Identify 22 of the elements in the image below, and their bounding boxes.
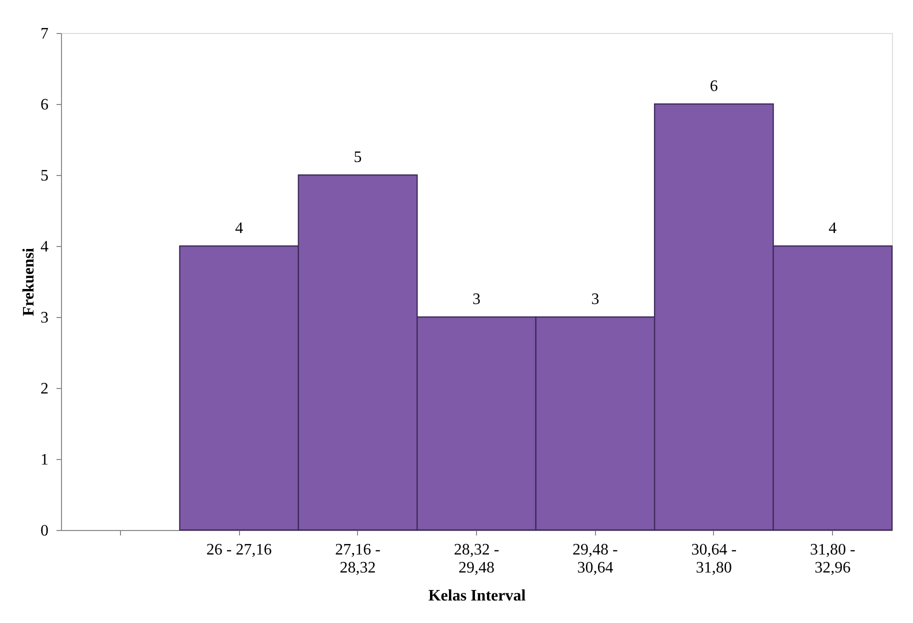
y-tick-label: 0: [40, 522, 48, 540]
x-tick-label: 30,64 - 31,80: [691, 542, 737, 576]
y-axis-title: Frekuensi: [20, 247, 38, 316]
data-label: 3: [591, 291, 600, 308]
y-tick-label: 2: [40, 380, 48, 398]
x-tick-label: 27,16 - 28,32: [335, 542, 380, 576]
data-label: 3: [472, 291, 480, 308]
data-label: 4: [828, 220, 837, 237]
y-tick-label: 4: [40, 238, 48, 256]
y-tick-label: 1: [40, 452, 48, 468]
data-label: 5: [354, 149, 362, 166]
y-tick-label: 5: [40, 168, 48, 184]
data-label: 6: [710, 78, 718, 95]
x-axis-title: Kelas Interval: [428, 588, 526, 604]
x-tick-label: 28,32 - 29,48: [454, 542, 500, 576]
y-tick-label: 3: [40, 310, 48, 326]
data-label: 4: [235, 220, 244, 237]
x-tick-label: 29,48 - 30,64: [572, 542, 618, 576]
y-tick-label: 6: [40, 96, 48, 114]
y-tick-label: 7: [40, 26, 48, 42]
x-tick-label: 31,80 - 32,96: [810, 542, 856, 576]
x-tick-label: 26 - 27,16: [206, 542, 272, 558]
